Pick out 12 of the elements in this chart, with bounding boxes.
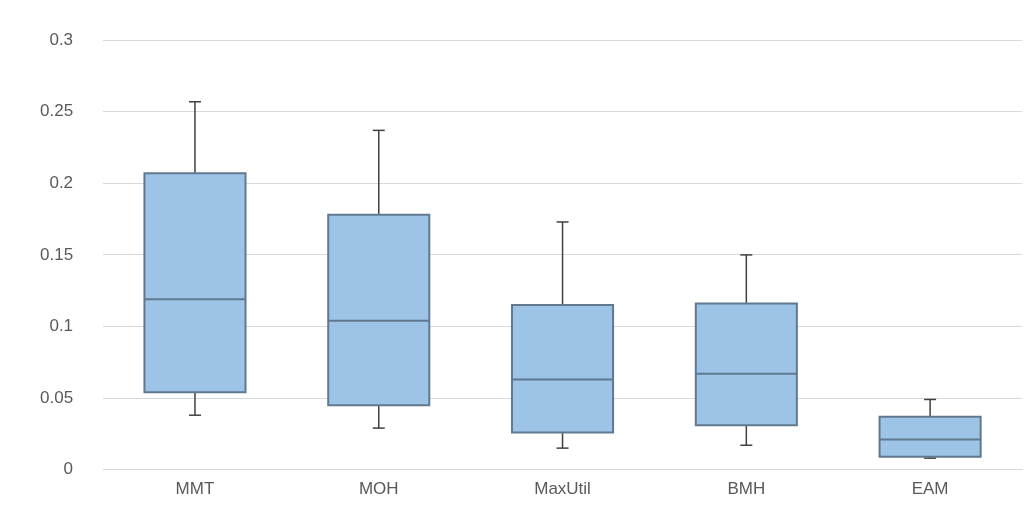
x-tick-label: BMH: [727, 479, 766, 499]
y-tick-label: 0.05: [39, 387, 74, 407]
y-tick-label: 0.2: [49, 173, 74, 193]
y-tick-label: 0.15: [39, 244, 74, 264]
x-tick-label: MOH: [358, 479, 399, 499]
x-tick-label: EAM: [911, 479, 949, 499]
y-tick-label: 0: [63, 459, 74, 479]
x-tick-label: MaxUtil: [534, 479, 591, 499]
y-tick-label: 0.1: [49, 316, 74, 336]
y-tick-label: 0.25: [39, 101, 74, 121]
y-tick-label: 0.3: [49, 29, 74, 49]
x-tick-label: MMT: [175, 479, 215, 499]
